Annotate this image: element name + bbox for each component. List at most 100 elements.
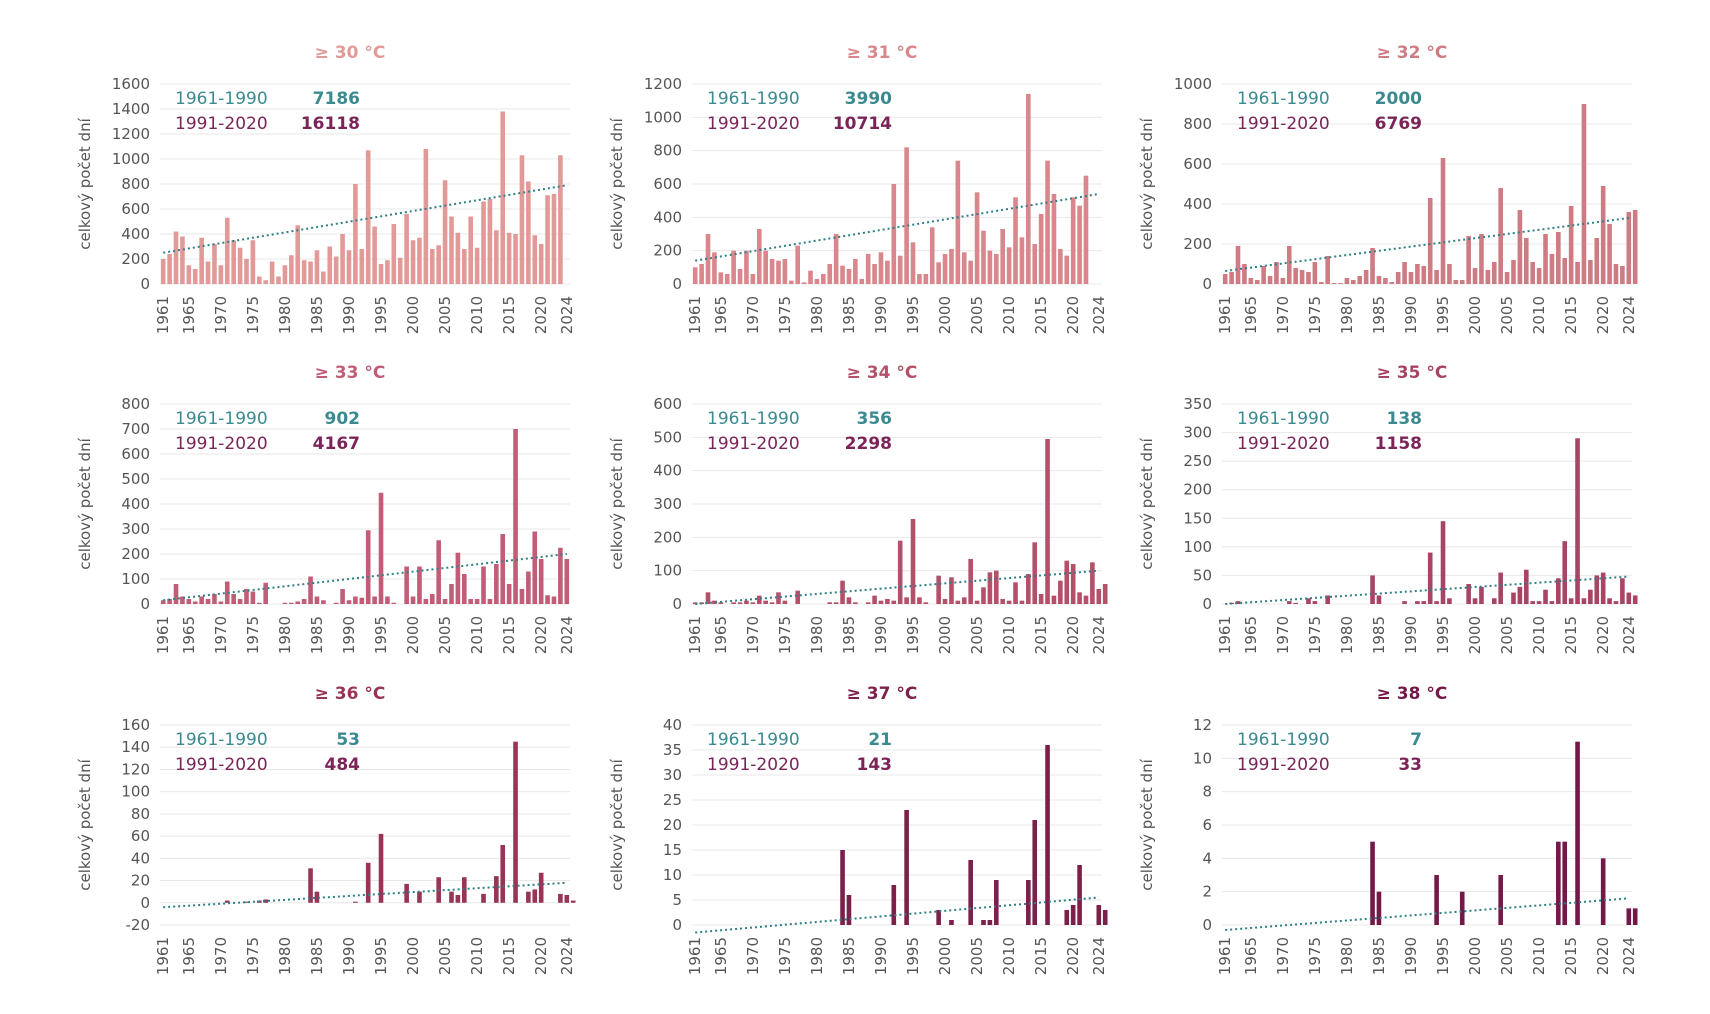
- bar: [782, 259, 788, 284]
- y-tick-label: 30: [663, 766, 682, 784]
- period2-label: 1991-2020: [1237, 755, 1330, 775]
- bar: [199, 237, 204, 284]
- bar: [763, 600, 768, 604]
- bar: [1267, 276, 1273, 284]
- bar: [974, 600, 980, 604]
- bar: [365, 530, 371, 604]
- y-tick-label: 20: [663, 816, 682, 834]
- bar: [1312, 262, 1318, 284]
- bar: [1045, 160, 1050, 284]
- bar: [180, 236, 185, 284]
- trend-line: [163, 881, 567, 909]
- chart-panel-7: ≥ 36 °C 160 140 120 100 80 60 40 20 0 -20 celkový p…: [76, 684, 576, 975]
- x-tick-label: 2024: [558, 616, 576, 654]
- bar: [1032, 820, 1038, 925]
- trend-line: [695, 193, 1099, 262]
- y-axis-label: celkový počet dní: [1138, 758, 1156, 890]
- bar: [1222, 274, 1228, 284]
- y-tick-label: 600: [121, 445, 150, 463]
- period1-label: 1961-1990: [1237, 409, 1330, 429]
- bar: [712, 600, 717, 604]
- bar: [397, 257, 403, 284]
- bar: [526, 891, 531, 903]
- bar: [346, 600, 352, 604]
- bar: [1351, 280, 1356, 284]
- bar: [353, 596, 358, 604]
- x-tick-label: 1980: [276, 296, 294, 334]
- bar: [949, 920, 954, 925]
- bar: [295, 225, 301, 284]
- bar: [756, 229, 762, 284]
- x-tick-label: 1995: [372, 937, 390, 975]
- bar: [468, 216, 474, 284]
- bar: [904, 597, 909, 604]
- bar: [1013, 582, 1018, 604]
- x-tick-label: 2024: [558, 937, 576, 975]
- y-tick-label: 5: [672, 891, 682, 909]
- bar: [1000, 229, 1006, 284]
- bar: [186, 265, 192, 284]
- bar: [519, 155, 525, 284]
- bar: [1421, 601, 1427, 604]
- x-tick-label: 1980: [276, 616, 294, 654]
- x-tick-label: 2015: [500, 616, 518, 654]
- bar: [461, 877, 467, 903]
- bar: [769, 259, 775, 284]
- bar: [795, 590, 801, 604]
- period1-value: 138: [1387, 409, 1423, 429]
- bar: [763, 250, 768, 284]
- bar: [301, 260, 307, 284]
- bar: [455, 232, 461, 284]
- bar: [1415, 601, 1420, 604]
- bar: [1600, 572, 1606, 604]
- bar: [769, 602, 775, 604]
- bar: [1376, 595, 1382, 604]
- bar: [949, 577, 954, 604]
- bar: [461, 574, 467, 604]
- bar: [993, 880, 999, 925]
- chart-panel-1: ≥ 30 °C16001400120010008006004002000celk…: [76, 43, 576, 334]
- bar: [564, 895, 570, 903]
- bar: [942, 254, 948, 284]
- x-tick-label: 2015: [500, 296, 518, 334]
- x-tick-label: 2020: [1594, 616, 1612, 654]
- bar: [455, 895, 461, 903]
- bar: [705, 592, 711, 604]
- bar: [1376, 891, 1382, 925]
- bar: [487, 599, 493, 604]
- bar: [1511, 260, 1516, 284]
- y-tick-label: 100: [121, 570, 150, 588]
- y-tick-label: 50: [1193, 566, 1212, 584]
- bar: [256, 602, 262, 604]
- period1-value: 53: [336, 730, 360, 750]
- period1-value: 21: [868, 730, 892, 750]
- bar: [1370, 575, 1375, 604]
- bar: [1440, 521, 1446, 604]
- bar: [1472, 598, 1478, 604]
- bar: [1293, 268, 1298, 284]
- y-tick-label: 700: [121, 420, 150, 438]
- x-tick-label: 1965: [1242, 937, 1260, 975]
- bar: [827, 264, 833, 284]
- bar: [160, 259, 166, 284]
- bar: [750, 274, 756, 284]
- bar: [1530, 262, 1536, 284]
- x-tick-label: 2000: [936, 616, 954, 654]
- bar: [827, 602, 833, 604]
- bar: [981, 587, 986, 604]
- bar: [461, 249, 467, 284]
- bar: [474, 247, 480, 284]
- bar: [1383, 278, 1388, 284]
- bar: [923, 274, 929, 284]
- x-tick-label: 2020: [1594, 296, 1612, 334]
- bar: [192, 269, 198, 284]
- y-tick-label: 80: [131, 805, 150, 823]
- bar: [391, 602, 397, 604]
- bar: [372, 596, 377, 604]
- bar: [558, 893, 563, 903]
- bar: [1421, 266, 1427, 284]
- bar: [308, 261, 313, 284]
- x-tick-label: 2024: [1090, 616, 1108, 654]
- bar: [212, 594, 217, 604]
